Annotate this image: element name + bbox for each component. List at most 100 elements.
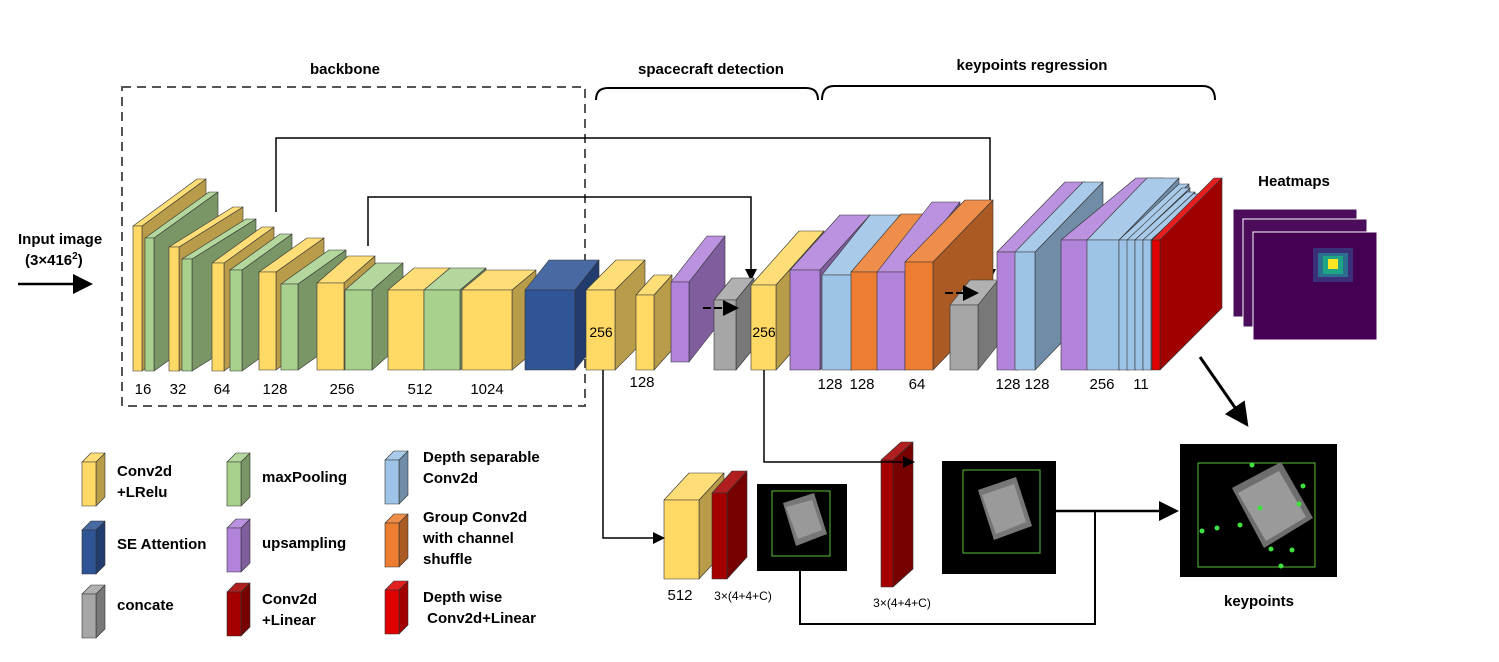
heatmaps-label: Heatmaps	[1258, 173, 1330, 190]
block-front	[949, 304, 979, 371]
keypoints-label: keypoints	[1224, 593, 1294, 610]
block-front	[750, 284, 777, 371]
legend-icon-upsampling	[226, 518, 251, 573]
legend-label-conv-linear: Conv2d +Linear	[262, 591, 317, 629]
concat-layer-1	[713, 277, 755, 371]
channel-label: 128	[849, 376, 874, 393]
channel-label: 512	[667, 587, 692, 604]
legend-label-depth-wise: Depth wise Conv2d+Linear	[423, 589, 536, 627]
block-front	[384, 589, 400, 635]
block-front	[81, 529, 97, 575]
legend-label-upsampling: upsampling	[262, 535, 346, 552]
channel-label: 1024	[470, 381, 503, 398]
block-front	[1151, 239, 1161, 371]
legend-label-group-conv: Group Conv2d with channel shuffle	[422, 509, 527, 568]
channel-label: 128	[1024, 376, 1049, 393]
detection1-to-keypoints	[799, 511, 1096, 625]
keypoints-regression-brace	[821, 85, 1216, 101]
channel-label: 128	[817, 376, 842, 393]
block-front	[384, 459, 400, 505]
upsample-layer-1	[670, 235, 726, 363]
block-front	[461, 289, 513, 371]
channel-labels: 16 32 64 128 256 512 1024 256 128 256 12…	[135, 324, 1149, 610]
legend-icon-group-conv	[384, 513, 409, 568]
block-front	[524, 289, 576, 371]
block-front	[384, 522, 400, 568]
legend-label-se-attention: SE Attention	[117, 536, 206, 553]
block-front	[1126, 239, 1136, 371]
legend-icon-concate	[81, 584, 106, 639]
block-front	[996, 251, 1018, 371]
block-front	[211, 262, 225, 372]
block-front	[904, 261, 934, 371]
legend-icon-se-attention	[81, 520, 106, 575]
legend-icon-depth-separable	[384, 450, 409, 505]
block-front	[226, 461, 242, 507]
block-front	[1086, 239, 1120, 371]
heatmap-stack	[1232, 208, 1378, 341]
detection-linear-head-1	[711, 470, 748, 580]
skip-connection-short	[367, 196, 757, 281]
input-image-label: Input image	[18, 231, 102, 248]
legend-label-maxpooling: maxPooling	[262, 469, 347, 486]
channel-label: 256	[329, 381, 354, 398]
channel-label: 128	[995, 376, 1020, 393]
detection-image-1	[757, 484, 847, 571]
block-front	[132, 225, 143, 372]
legend: Conv2d +LRelu SE Attention concate maxPoo…	[81, 449, 540, 639]
block-front	[344, 289, 373, 371]
block-front	[663, 499, 700, 580]
block-front	[387, 289, 425, 371]
block-front	[585, 289, 616, 371]
keypoints-image	[1180, 444, 1337, 577]
block-front	[226, 527, 242, 573]
block-front	[229, 269, 243, 372]
block-front	[81, 593, 97, 639]
legend-icon-conv-lrelu	[81, 452, 106, 507]
channel-label: 128	[629, 374, 654, 391]
block-front	[876, 271, 906, 371]
block-front	[1142, 239, 1152, 371]
block-front	[713, 299, 737, 371]
detection-branch-2	[763, 370, 915, 468]
channel-label: 11	[1133, 376, 1149, 393]
depth-wise-output-layer	[1151, 177, 1223, 371]
block-front	[789, 269, 821, 371]
block-front	[821, 274, 853, 371]
block-front	[316, 282, 345, 371]
block-front	[1014, 251, 1036, 371]
legend-icon-depth-wise	[384, 580, 409, 635]
block-front	[711, 492, 728, 580]
input-size-label: (3×4162)	[25, 251, 83, 269]
conv-layer-128-head	[635, 274, 673, 371]
legend-icon-conv-linear	[226, 582, 251, 637]
block-front	[81, 461, 97, 507]
block-front	[850, 271, 879, 371]
channel-label: 512	[407, 381, 432, 398]
channel-label: 64	[214, 381, 231, 398]
block-front	[880, 459, 894, 588]
channel-label: 64	[909, 376, 926, 393]
block-side	[892, 441, 914, 588]
legend-icon-maxpooling	[226, 452, 251, 507]
block-front	[635, 294, 655, 371]
channel-label: 16	[135, 381, 152, 398]
backbone-title: backbone	[310, 61, 380, 78]
layer-blocks	[132, 177, 1223, 588]
block-front	[1060, 239, 1089, 371]
channel-label: 3×(4+4+C)	[714, 589, 772, 603]
block-front	[423, 289, 461, 371]
channel-label: 128	[262, 381, 287, 398]
block-front	[144, 237, 155, 372]
spacecraft-detection-title: spacecraft detection	[638, 61, 784, 78]
legend-label-concate: concate	[117, 597, 174, 614]
channel-label: 256	[1089, 376, 1114, 393]
block-front	[226, 591, 242, 637]
legend-label-conv-lrelu: Conv2d +LRelu	[117, 463, 172, 501]
block-front	[1134, 239, 1144, 371]
legend-icons	[81, 450, 409, 639]
block-front	[181, 258, 193, 372]
keypoints-regression-title: keypoints regression	[957, 57, 1108, 74]
channel-label: 32	[170, 381, 187, 398]
